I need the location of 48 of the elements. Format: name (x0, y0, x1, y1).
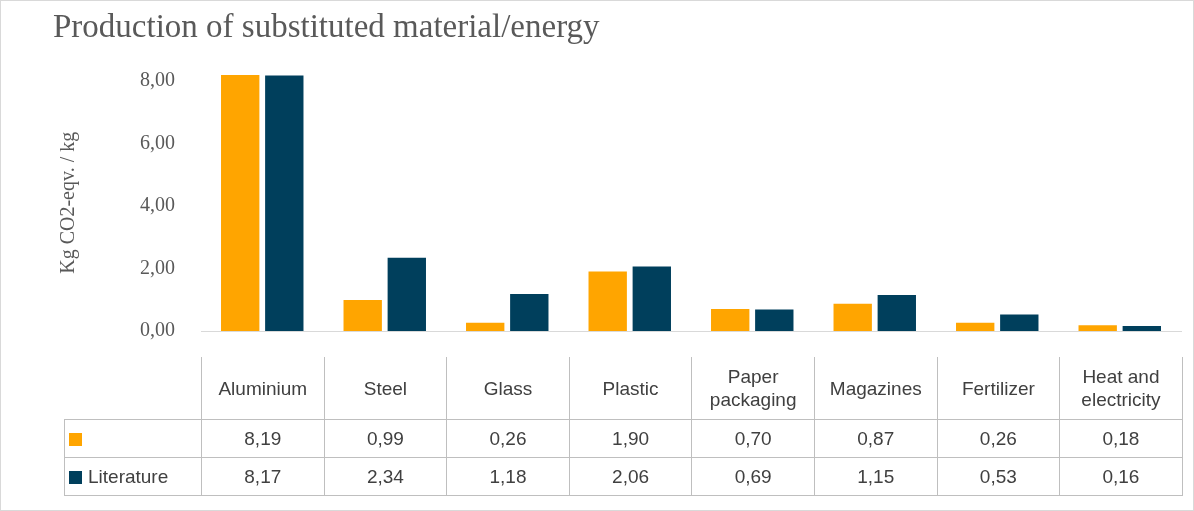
data-label: 8,17 (201, 457, 325, 496)
bar (265, 75, 304, 331)
y-axis-title: Kg CO2-eqv. / kg (56, 131, 80, 274)
bar (387, 257, 426, 331)
data-label: 0,69 (691, 457, 815, 496)
y-tick-label: 0,00 (140, 318, 175, 341)
bar (343, 300, 382, 331)
bar (588, 271, 627, 331)
bar (833, 303, 872, 331)
y-tick-label: 8,00 (140, 68, 175, 91)
bar (466, 322, 505, 331)
bar (1122, 326, 1161, 331)
bar (956, 322, 995, 331)
bar (877, 295, 916, 331)
x-tick-label: Magazines (814, 357, 938, 420)
x-tick-label: Aluminium (201, 357, 325, 420)
bar (1000, 314, 1039, 331)
data-label: 0,53 (937, 457, 1060, 496)
data-label: 0,26 (937, 419, 1060, 458)
bar (755, 309, 794, 331)
data-label: 0,99 (324, 419, 447, 458)
data-label: 2,34 (324, 457, 447, 496)
data-label: 0,87 (814, 419, 938, 458)
bar (221, 74, 260, 331)
data-label: 0,16 (1059, 457, 1183, 496)
data-label: 1,15 (814, 457, 938, 496)
y-tick-label: 6,00 (140, 130, 175, 153)
data-label: 0,70 (691, 419, 815, 458)
x-tick-label: Paper packaging (691, 357, 815, 420)
bar (1078, 325, 1117, 331)
x-tick-label: Heat and electricity (1059, 357, 1183, 420)
chart-title: Production of substituted material/energy (53, 8, 601, 45)
x-tick-label: Plastic (569, 357, 692, 420)
bar (510, 294, 549, 331)
data-label: 2,06 (569, 457, 692, 496)
data-label: 8,19 (201, 419, 325, 458)
x-tick-label: Fertilizer (937, 357, 1060, 420)
data-label: 1,18 (446, 457, 570, 496)
data-label: 0,26 (446, 419, 570, 458)
bar (632, 266, 671, 331)
y-tick-label: 4,00 (140, 193, 175, 216)
x-tick-label: Glass (446, 357, 570, 420)
data-label: 0,18 (1059, 419, 1183, 458)
data-label: 1,90 (569, 419, 692, 458)
legend-label: Literature (64, 457, 202, 496)
y-tick-label: 2,00 (140, 255, 175, 278)
x-tick-label: Steel (324, 357, 447, 420)
bar (711, 309, 750, 331)
